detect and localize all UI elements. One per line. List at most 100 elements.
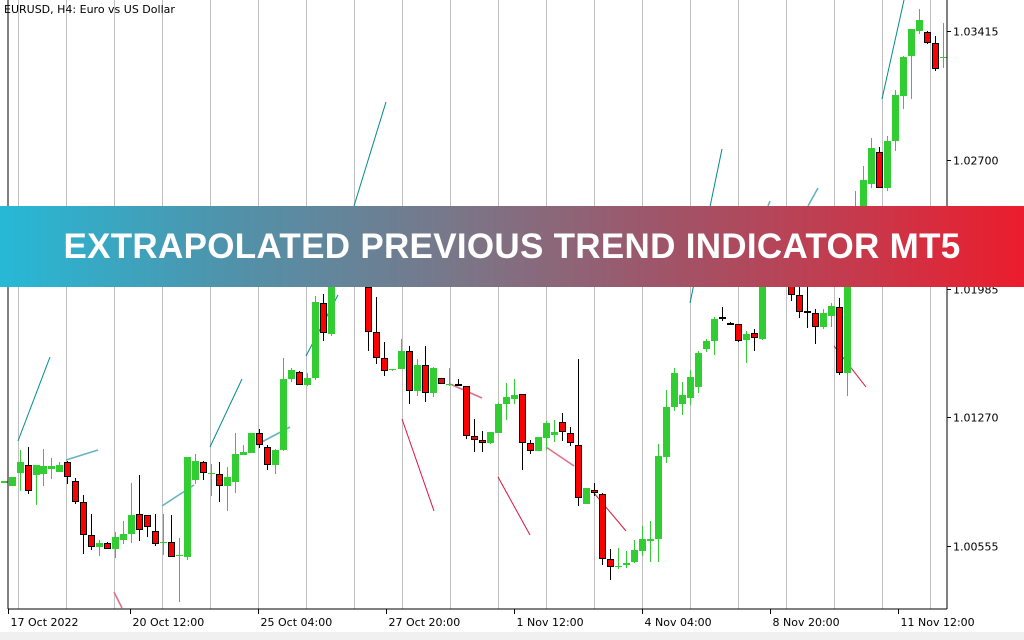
bear-candle xyxy=(64,461,71,484)
bear-candle xyxy=(719,307,726,321)
bull-candle xyxy=(615,548,622,569)
bull-candle xyxy=(743,331,750,363)
bull-candle xyxy=(655,444,662,562)
chart-frame xyxy=(7,0,948,610)
bear-candle xyxy=(422,346,429,402)
bear-candle xyxy=(455,379,462,386)
bear-candle xyxy=(607,549,614,580)
bull-candle xyxy=(446,368,453,386)
x-tick-label: 8 Nov 20:00 xyxy=(773,616,840,629)
bull-candle xyxy=(900,56,907,109)
bear-candle xyxy=(406,346,413,404)
bear-candle xyxy=(836,298,843,375)
bull-candle xyxy=(304,373,311,386)
bull-candle xyxy=(33,465,40,505)
bull-candle xyxy=(828,303,835,327)
bull-candle xyxy=(280,358,287,451)
bear-candle xyxy=(924,31,931,44)
down-trend-line xyxy=(545,446,575,467)
bear-candle xyxy=(751,329,758,351)
bull-candle xyxy=(232,433,239,493)
bear-candle xyxy=(320,294,327,341)
bull-candle xyxy=(208,464,215,496)
bull-candle xyxy=(703,339,710,352)
bear-candle xyxy=(296,371,303,385)
banner-title: EXTRAPOLATED PREVIOUS TREND INDICATOR MT… xyxy=(63,226,961,266)
bull-candle xyxy=(551,420,558,442)
bull-candle xyxy=(583,488,590,504)
bull-candle xyxy=(96,540,103,556)
bear-candle xyxy=(200,461,207,480)
bull-candle xyxy=(647,521,654,562)
bear-candle xyxy=(365,287,372,351)
bull-candle xyxy=(908,29,915,99)
time-axis[interactable]: 17 Oct 2022 20 Oct 12:00 25 Oct 04:00 27 Oc… xyxy=(8,609,975,629)
x-tick-label: 25 Oct 04:00 xyxy=(261,616,333,629)
bear-candle xyxy=(216,462,223,502)
bear-candle xyxy=(599,493,606,565)
down-trend-line xyxy=(401,418,435,512)
bull-candle xyxy=(56,462,63,472)
bear-candle xyxy=(812,309,819,344)
y-tick-label: 1.03415 xyxy=(953,26,999,39)
bull-candle xyxy=(398,339,405,369)
down-trend-line xyxy=(593,492,627,532)
chart-title: EURUSD, H4: Euro vs US Dollar xyxy=(4,3,175,16)
bull-candle xyxy=(535,437,542,451)
x-tick-label: 20 Oct 12:00 xyxy=(133,616,205,629)
bear-candle xyxy=(527,440,534,454)
bear-candle xyxy=(932,36,939,71)
bull-candle xyxy=(663,390,670,463)
bull-candle xyxy=(884,136,891,191)
y-tick-label: 1.01270 xyxy=(953,412,999,425)
promo-banner: EXTRAPOLATED PREVIOUS TREND INDICATOR MT… xyxy=(0,206,1024,287)
up-trend-line xyxy=(209,378,243,448)
bear-candle xyxy=(88,514,95,550)
bull-candle xyxy=(40,449,47,486)
candlesticks xyxy=(1,9,947,602)
up-trend-line xyxy=(17,356,51,442)
bear-candle xyxy=(438,378,445,384)
bear-candle xyxy=(559,413,566,441)
bear-candle xyxy=(876,147,883,188)
bear-candle xyxy=(25,447,32,494)
bear-candle xyxy=(735,324,742,342)
bear-candle xyxy=(136,475,143,541)
bear-candle xyxy=(144,515,151,537)
bear-candle xyxy=(796,286,803,318)
bull-candle xyxy=(671,368,678,411)
bear-candle xyxy=(80,495,87,554)
down-trend-line xyxy=(113,591,123,609)
bull-candle xyxy=(414,359,421,396)
x-tick-label: 11 Nov 12:00 xyxy=(901,616,975,629)
bottom-scrollbar-strip[interactable] xyxy=(0,632,1024,640)
bull-candle xyxy=(687,370,694,405)
y-tick-label: 1.00555 xyxy=(953,541,999,554)
x-tick-label: 4 Nov 04:00 xyxy=(645,616,712,629)
bull-candle xyxy=(1,481,8,483)
vertical-grid-lines xyxy=(18,0,931,609)
bear-candle xyxy=(72,478,79,504)
bear-candle xyxy=(168,515,175,557)
up-trend-line xyxy=(65,449,99,461)
bull-candle xyxy=(487,432,494,444)
bear-candle xyxy=(591,483,598,496)
y-tick-label: 1.02700 xyxy=(953,155,999,168)
bull-candle xyxy=(176,538,183,602)
bull-candle xyxy=(511,379,518,404)
bear-candle xyxy=(567,427,574,446)
bull-candle xyxy=(240,445,247,455)
bear-candle xyxy=(373,297,380,364)
bear-candle xyxy=(381,342,388,376)
bull-candle xyxy=(820,309,827,329)
bull-candle xyxy=(868,138,875,188)
bull-candle xyxy=(940,23,947,68)
price-axis[interactable]: 1.034151.027001.019851.012701.005550.998… xyxy=(947,26,999,640)
bull-candle xyxy=(892,90,899,151)
up-trend-line xyxy=(807,187,819,207)
bear-candle xyxy=(256,429,263,448)
down-trend-line xyxy=(497,476,531,536)
bull-candle xyxy=(17,450,24,491)
